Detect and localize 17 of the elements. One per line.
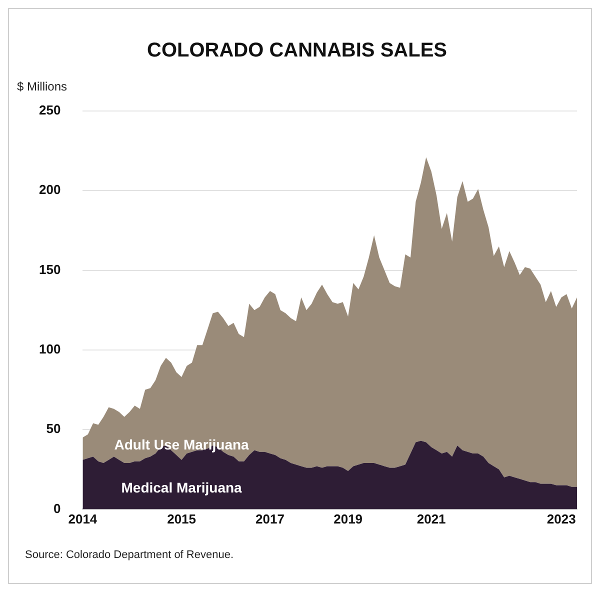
x-tick-label: 2021 bbox=[416, 512, 446, 527]
x-tick-label: 2017 bbox=[256, 512, 284, 527]
y-tick-label: 250 bbox=[38, 102, 61, 118]
y-tick-label: 200 bbox=[38, 182, 61, 198]
x-tick-label: 2019 bbox=[334, 512, 363, 527]
y-axis-title: $ Millions bbox=[17, 79, 68, 94]
source-note: Source: Colorado Department of Revenue. bbox=[24, 549, 235, 561]
y-tick-label: 100 bbox=[38, 342, 61, 356]
series-label: Medical Marijuana bbox=[121, 479, 242, 496]
y-tick-label: 150 bbox=[38, 262, 61, 277]
chart-title: COLORADO CANNABIS SALES bbox=[146, 40, 448, 62]
x-tick-label: 2014 bbox=[68, 512, 98, 527]
y-tick-label: 50 bbox=[46, 421, 61, 436]
y-tick-label: 0 bbox=[53, 500, 61, 516]
x-tick-label: 2015 bbox=[167, 512, 196, 527]
series-label: Adult Use Marijuana bbox=[114, 436, 250, 453]
x-tick-label: 2023 bbox=[546, 512, 576, 527]
